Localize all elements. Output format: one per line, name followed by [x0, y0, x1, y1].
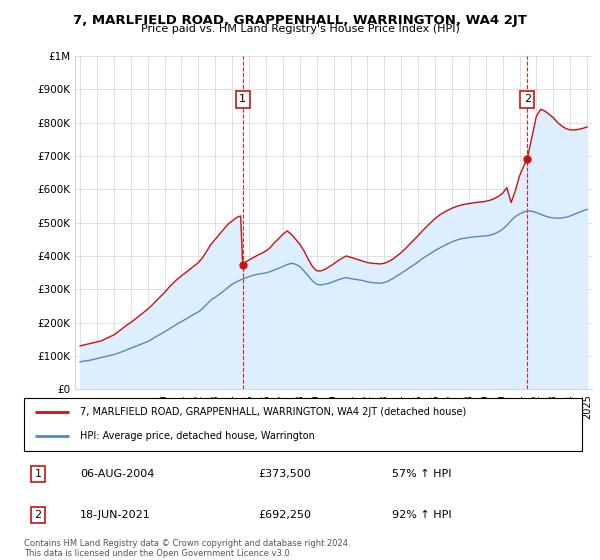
- FancyBboxPatch shape: [24, 398, 582, 451]
- Text: 1: 1: [239, 94, 246, 104]
- Text: £373,500: £373,500: [259, 469, 311, 479]
- Text: 7, MARLFIELD ROAD, GRAPPENHALL, WARRINGTON, WA4 2JT: 7, MARLFIELD ROAD, GRAPPENHALL, WARRINGT…: [73, 14, 527, 27]
- Text: 2: 2: [524, 94, 531, 104]
- Text: £692,250: £692,250: [259, 510, 311, 520]
- Text: 7, MARLFIELD ROAD, GRAPPENHALL, WARRINGTON, WA4 2JT (detached house): 7, MARLFIELD ROAD, GRAPPENHALL, WARRINGT…: [80, 408, 466, 418]
- Text: 92% ↑ HPI: 92% ↑ HPI: [392, 510, 452, 520]
- Text: HPI: Average price, detached house, Warrington: HPI: Average price, detached house, Warr…: [80, 431, 314, 441]
- Text: Price paid vs. HM Land Registry's House Price Index (HPI): Price paid vs. HM Land Registry's House …: [140, 24, 460, 34]
- Text: 1: 1: [34, 469, 41, 479]
- Text: 2: 2: [34, 510, 41, 520]
- Text: 06-AUG-2004: 06-AUG-2004: [80, 469, 154, 479]
- Text: 18-JUN-2021: 18-JUN-2021: [80, 510, 151, 520]
- Text: Contains HM Land Registry data © Crown copyright and database right 2024.
This d: Contains HM Land Registry data © Crown c…: [24, 539, 350, 558]
- Text: 57% ↑ HPI: 57% ↑ HPI: [392, 469, 452, 479]
